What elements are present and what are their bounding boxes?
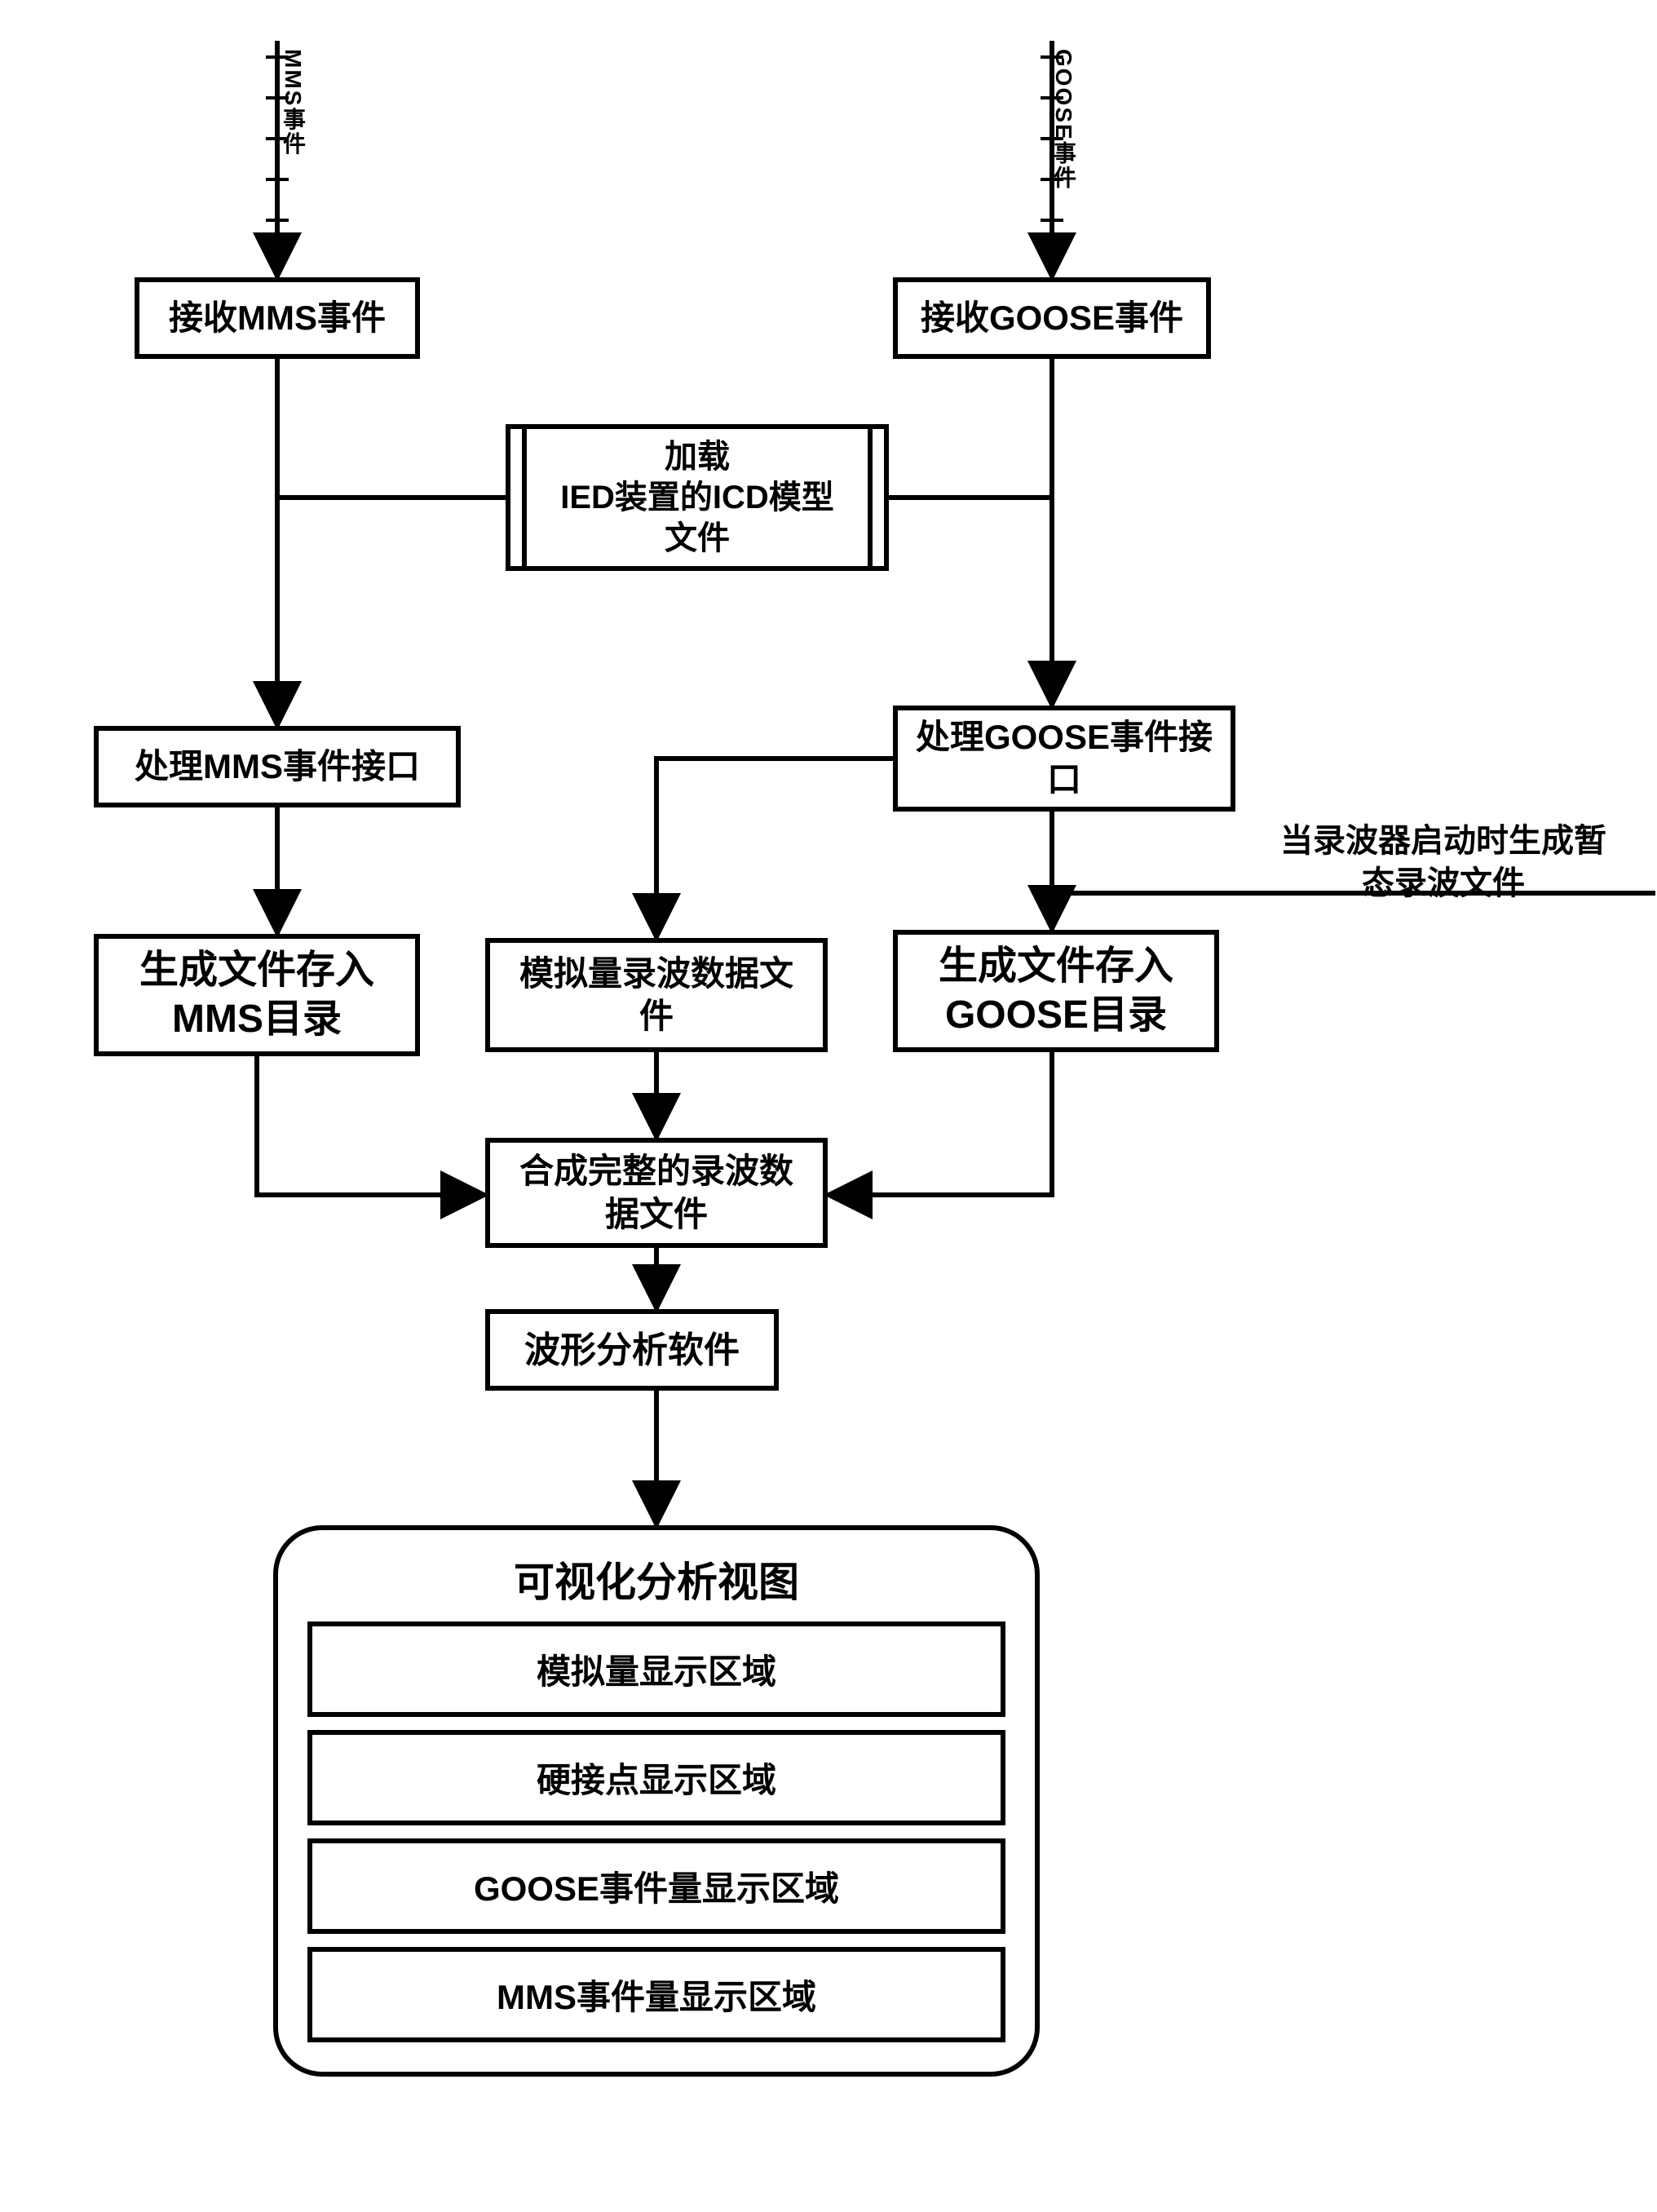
edge-genmms_to_merge [257, 1056, 485, 1195]
visualization-panel: 可视化分析视图 模拟量显示区域硬接点显示区域 GOOSE事件量显示区域 MMS事件量… [273, 1525, 1040, 2077]
panel-title: 可视化分析视图 [307, 1550, 1005, 1608]
panel-row-0: 模拟量显示区域 [307, 1621, 1005, 1717]
node-waveform-software: 波形分析软件 [485, 1309, 779, 1391]
flowchart-canvas: MMS事件 GOOSE事件 接收MMS事件 接收GOOSE事件 加载IED装置的… [0, 0, 1657, 2212]
inlet-label-goose: GOOSE事件 [1047, 49, 1080, 190]
node-receive-goose-event: 接收GOOSE事件 [893, 277, 1211, 359]
annotation-transient-record: 当录波器启动时生成暂态录波文件 [1280, 820, 1606, 905]
panel-row-1: 硬接点显示区域 [307, 1730, 1005, 1825]
node-process-mms-interface: 处理MMS事件接口 [94, 726, 461, 807]
edge-icd_to_goose [889, 498, 1052, 706]
panel-row-2: GOOSE事件量显示区域 [307, 1838, 1005, 1934]
node-analog-record-file: 模拟量录波数据文件 [485, 938, 828, 1052]
edge-icd_to_mms [277, 498, 506, 726]
node-load-icd-model: 加载IED装置的ICD模型文件 [506, 424, 889, 571]
panel-row-3: MMS事件量显示区域 [307, 1947, 1005, 2042]
edge-proc_goose_analog [656, 759, 893, 938]
node-receive-mms-event: 接收MMS事件 [135, 277, 420, 359]
node-generate-mms-file: 生成文件存入MMS目录 [94, 934, 420, 1056]
node-generate-goose-file: 生成文件存入GOOSE目录 [893, 930, 1219, 1052]
edge-gengoose_to_merge [828, 1052, 1052, 1195]
node-process-goose-interface: 处理GOOSE事件接口 [893, 706, 1235, 812]
inlet-label-mms: MMS事件 [276, 49, 309, 156]
node-merge-record-file: 合成完整的录波数据文件 [485, 1138, 828, 1248]
